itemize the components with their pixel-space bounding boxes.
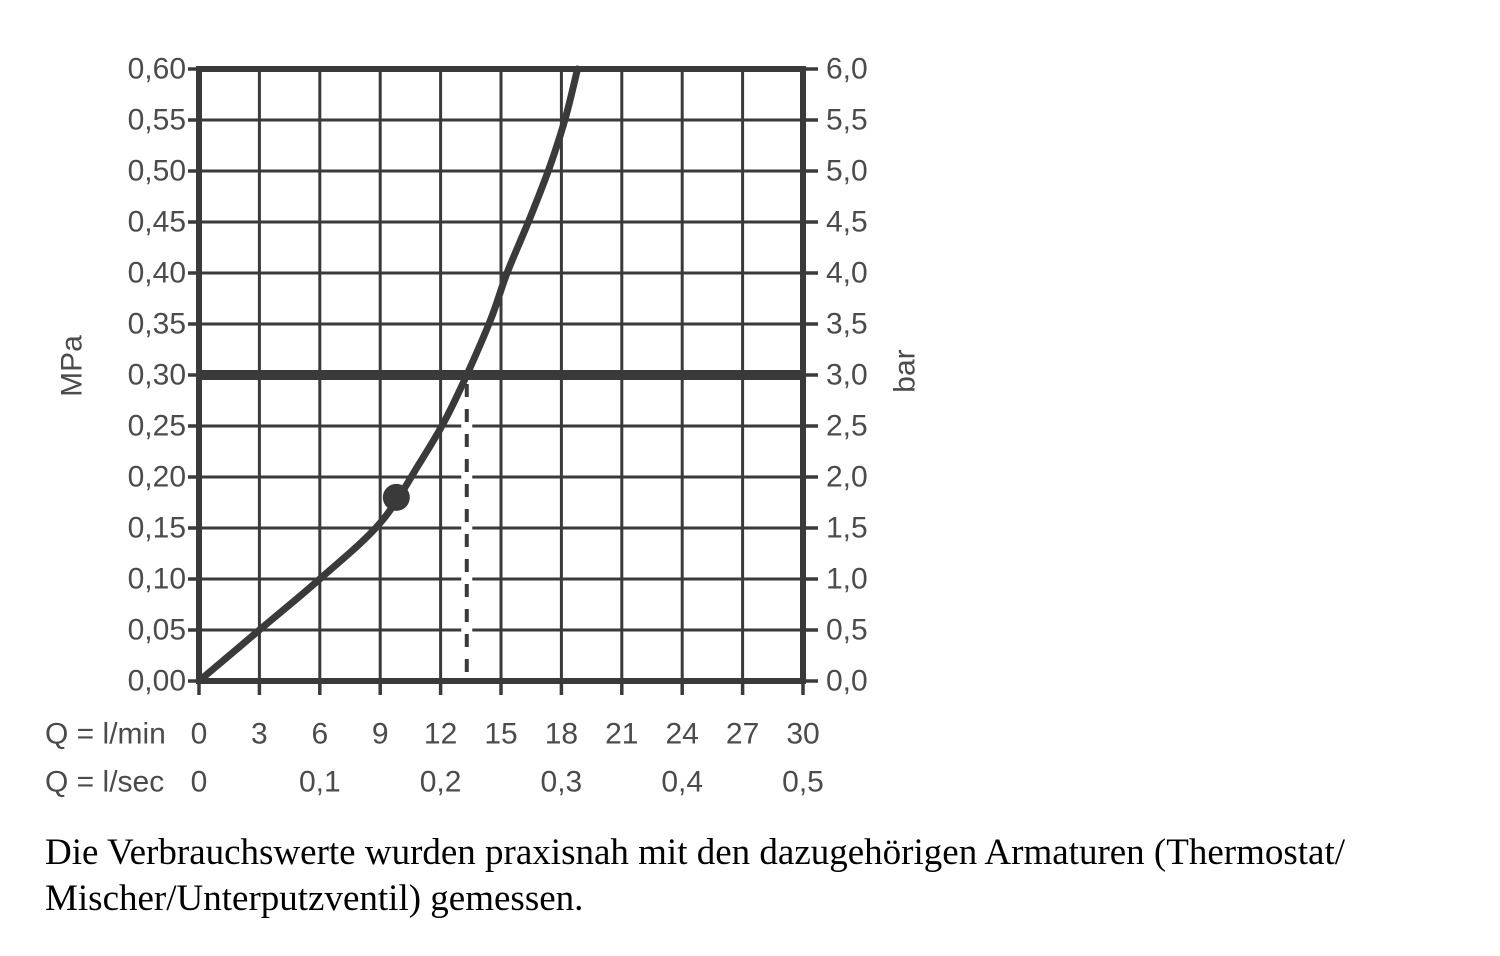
x-tick-label-lmin: 27 — [726, 718, 759, 751]
x-tick-label-lmin: 30 — [786, 718, 819, 751]
flow-characteristic-curve — [195, 65, 582, 685]
x-tick-label-lmin: 24 — [666, 718, 699, 751]
y-tick-label-mpa: 0,10 — [128, 563, 186, 596]
y-tick-label-bar: 0,0 — [826, 665, 868, 698]
y-tick-label-bar: 4,0 — [826, 257, 868, 290]
x-tick-label-lsec: 0,4 — [661, 766, 703, 799]
y-tick-label-bar: 1,5 — [826, 512, 868, 545]
x-tick-label-lmin: 15 — [484, 718, 517, 751]
x-axis-label-lsec: Q = l/sec — [45, 766, 164, 799]
y-tick-label-bar: 1,0 — [826, 563, 868, 596]
y-tick-label-mpa: 0,05 — [128, 614, 186, 647]
caption-text: Die Verbrauchswerte wurden praxisnah mit… — [45, 830, 1445, 922]
y-tick-label-mpa: 0,55 — [128, 104, 186, 137]
x-tick-label-lmin: 9 — [372, 718, 389, 751]
y-tick-label-mpa: 0,15 — [128, 512, 186, 545]
x-tick-label-lmin: 18 — [545, 718, 578, 751]
y-tick-label-bar: 2,0 — [826, 461, 868, 494]
y-tick-label-mpa: 0,40 — [128, 257, 186, 290]
y-tick-label-bar: 3,5 — [826, 308, 868, 341]
y-tick-label-mpa: 0,25 — [128, 410, 186, 443]
x-tick-label-lsec: 0,5 — [782, 766, 824, 799]
caption-text-line1: Die Verbrauchswerte wurden praxisnah mit… — [45, 832, 1346, 873]
x-tick-label-lmin: 21 — [605, 718, 638, 751]
y-tick-label-mpa: 0,60 — [128, 53, 186, 86]
y-tick-label-bar: 0,5 — [826, 614, 868, 647]
y-tick-label-mpa: 0,50 — [128, 155, 186, 188]
x-tick-label-lmin: 0 — [191, 718, 208, 751]
x-axis-label-lmin: Q = l/min — [45, 718, 166, 751]
x-tick-label-lmin: 3 — [251, 718, 268, 751]
operating-point-dot — [382, 483, 410, 511]
y-tick-label-mpa: 0,35 — [128, 308, 186, 341]
x-tick-label-lmin: 6 — [311, 718, 328, 751]
caption-text-line2: Mischer/Unterputzventil) gemessen. — [45, 878, 584, 919]
y-tick-label-bar: 5,0 — [826, 155, 868, 188]
x-tick-label-lmin: 12 — [424, 718, 457, 751]
x-tick-label-lsec: 0,1 — [299, 766, 341, 799]
y-tick-label-bar: 4,5 — [826, 206, 868, 239]
y-tick-label-bar: 6,0 — [826, 53, 868, 86]
y-tick-label-mpa: 0,30 — [128, 359, 186, 392]
x-tick-label-lsec: 0,2 — [420, 766, 462, 799]
y-tick-label-mpa: 0,20 — [128, 461, 186, 494]
x-tick-label-lsec: 0 — [191, 766, 208, 799]
left-axis-label-mpa: MPa — [56, 335, 89, 397]
y-tick-label-bar: 2,5 — [826, 410, 868, 443]
y-tick-label-bar: 5,5 — [826, 104, 868, 137]
y-tick-label-mpa: 0,45 — [128, 206, 186, 239]
right-axis-label-bar: bar — [889, 349, 922, 392]
flow-pressure-chart: 0 3 6 9 12 15 18 21 24 27 300,60 6,00,55 5,50,50 5,00… — [45, 53, 922, 799]
x-tick-label-lsec: 0,3 — [541, 766, 583, 799]
y-tick-label-mpa: 0,00 — [128, 665, 186, 698]
y-tick-label-bar: 3,0 — [826, 359, 868, 392]
